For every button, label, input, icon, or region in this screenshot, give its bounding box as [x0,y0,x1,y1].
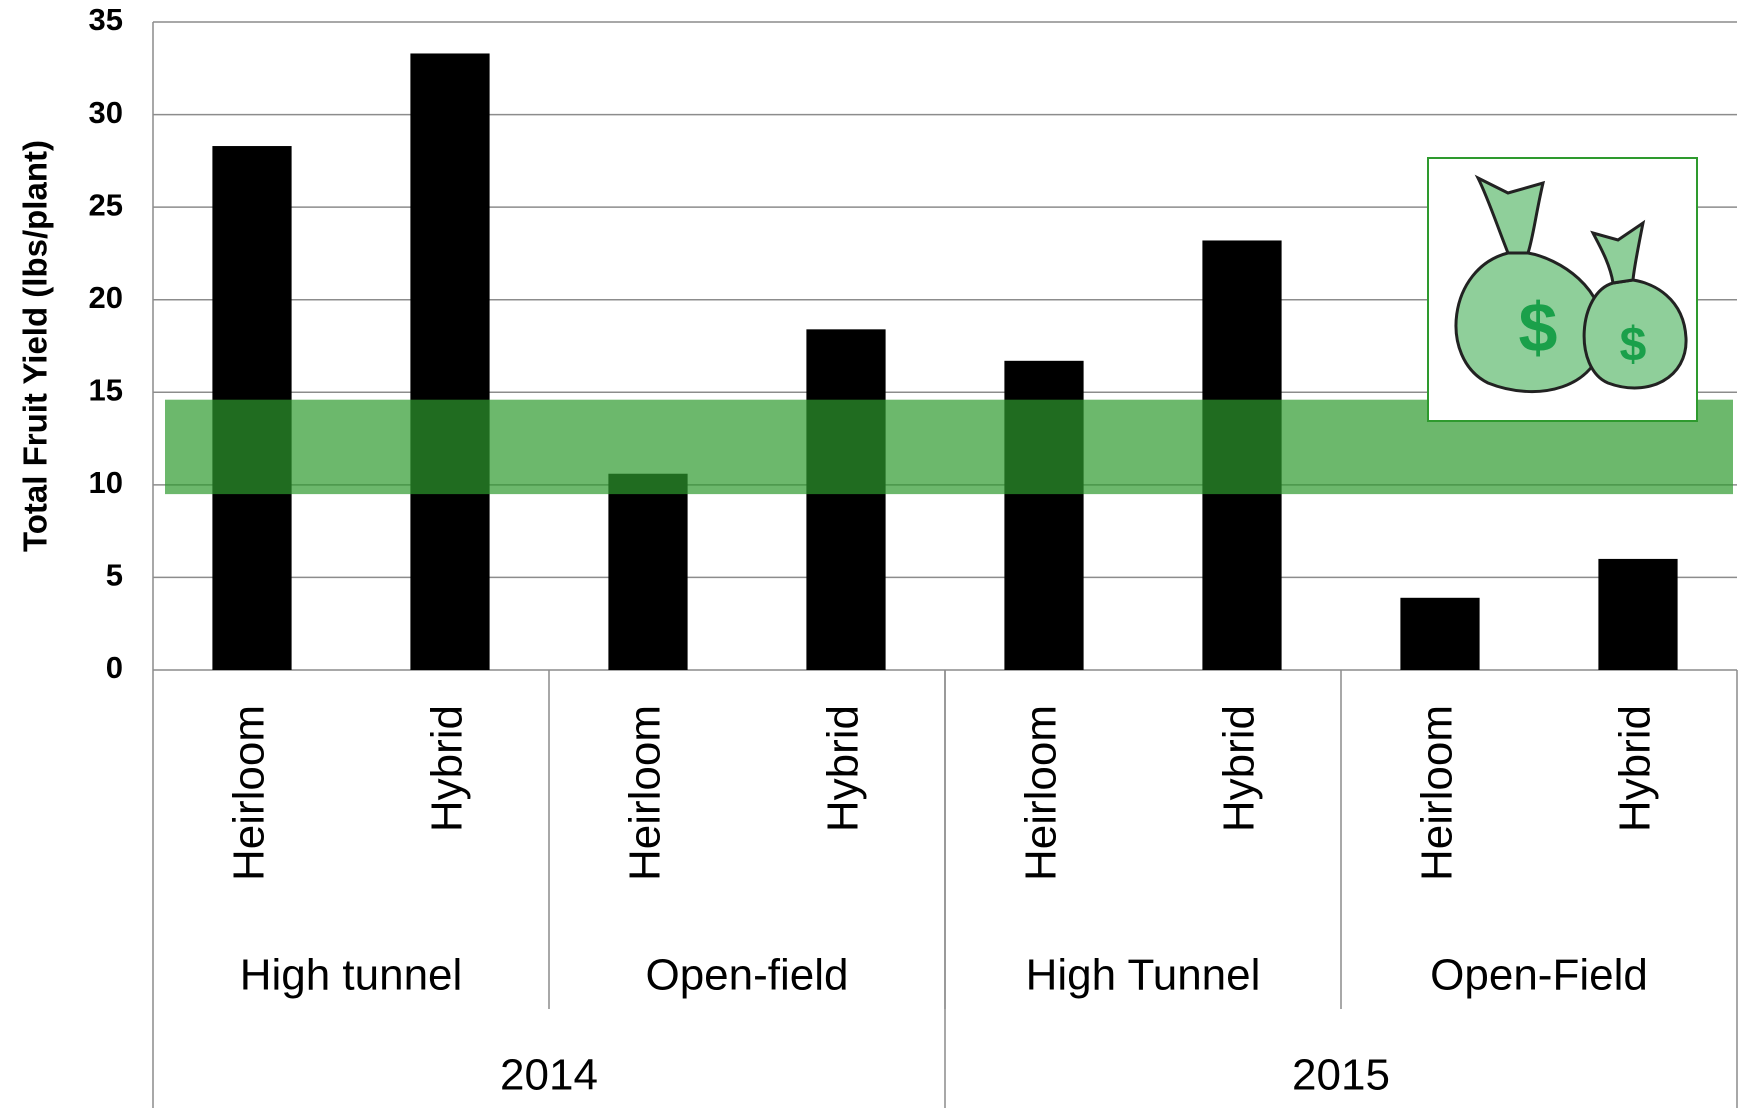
y-tick-label: 5 [106,558,123,593]
plot-area: 0 5 10 15 20 25 30 35 Heirloom Hybrid Heirloom Hybr… [89,2,1738,1108]
y-tick-label: 35 [89,2,123,37]
y-tick-label: 0 [106,650,123,685]
bar [410,53,490,670]
group-label: Open-Field [1430,951,1648,1000]
y-tick-label: 30 [89,95,123,130]
money-icon: $ $ [1427,157,1698,422]
y-tick-label: 25 [89,187,123,222]
x-tick-label: Heirloom [1017,705,1066,881]
bar [608,473,688,670]
y-tick-label: 15 [89,372,123,407]
bar [806,329,886,670]
x-tick-label: Hybrid [423,705,472,832]
x-tick-label: Heirloom [621,705,670,881]
bar [1400,597,1480,670]
y-tick-label: 20 [89,280,123,315]
y-axis-title: Total Fruit Yield (lbs/plant) [17,140,54,552]
group-label: High tunnel [240,951,463,1000]
bar [1598,558,1678,670]
year-label: 2014 [500,1051,598,1100]
svg-text:$: $ [1519,288,1558,366]
y-tick-label: 10 [89,465,123,500]
x-tick-label: Heirloom [1413,705,1462,881]
x-tick-label: Hybrid [819,705,868,832]
svg-text:$: $ [1620,319,1647,372]
year-label: 2015 [1292,1051,1390,1100]
x-tick-label: Heirloom [225,705,274,881]
x-tick-label: Hybrid [1215,705,1264,832]
group-label: High Tunnel [1026,951,1261,1000]
group-label: Open-field [645,951,848,1000]
x-tick-label: Hybrid [1611,705,1660,832]
